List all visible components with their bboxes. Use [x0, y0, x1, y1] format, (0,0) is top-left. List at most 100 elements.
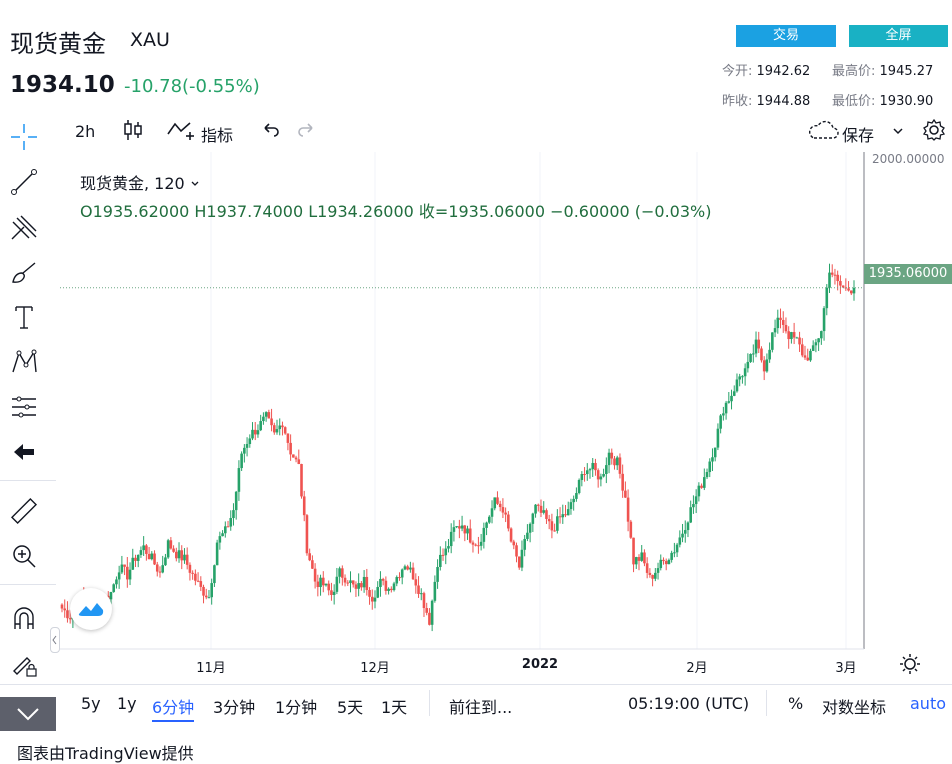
trend-line-icon[interactable]: [7, 165, 41, 199]
interval-selector[interactable]: 2h: [75, 122, 96, 141]
candle-body: [523, 538, 526, 550]
legend-chevron-icon: [191, 181, 199, 186]
stat-prev-close-label: 昨收:: [722, 94, 753, 109]
ruler-icon[interactable]: [7, 494, 41, 528]
candle-body: [248, 438, 252, 445]
range-6min[interactable]: 6分钟: [152, 694, 195, 722]
undo-icon[interactable]: [261, 120, 281, 144]
crosshair-icon[interactable]: [7, 120, 41, 154]
candle-body: [509, 528, 513, 542]
scale-divider: [766, 690, 767, 716]
chevron-down-icon[interactable]: [892, 122, 904, 141]
candle-body: [517, 556, 521, 568]
candle-body: [281, 425, 284, 428]
candle-body: [847, 288, 850, 291]
candle-body: [594, 462, 597, 471]
candle-body: [251, 429, 254, 439]
pattern-icon[interactable]: [7, 345, 41, 379]
text-tool-icon[interactable]: [7, 300, 41, 334]
trade-button[interactable]: 交易: [736, 25, 836, 47]
candle-body: [599, 476, 603, 480]
range-5d[interactable]: 5天: [337, 698, 364, 717]
candle-body: [757, 339, 761, 349]
candle-body: [376, 586, 380, 598]
candle-body: [643, 552, 646, 564]
candle-body: [126, 566, 129, 580]
candle-body: [444, 548, 448, 556]
candle-body: [150, 553, 154, 560]
arrow-left-icon[interactable]: [7, 435, 41, 469]
range-1d[interactable]: 1天: [381, 698, 408, 717]
brush-icon[interactable]: [7, 255, 41, 289]
candle-body: [485, 522, 488, 528]
candle-body: [528, 523, 532, 533]
stat-low-label: 最低价:: [832, 94, 876, 109]
candle-body: [686, 522, 690, 531]
candle-body: [626, 497, 630, 522]
candle-body: [158, 571, 162, 573]
range-3min[interactable]: 3分钟: [213, 698, 256, 717]
x-tick-label: 2022: [521, 657, 559, 672]
pitchfork-icon[interactable]: [7, 210, 41, 244]
range-1y[interactable]: 1y: [117, 694, 137, 713]
candle-body: [390, 588, 393, 591]
candle-body: [172, 548, 175, 552]
series-title: 现货黄金, 120: [80, 174, 185, 193]
tradingview-logo[interactable]: [70, 588, 112, 630]
indicators-button[interactable]: 指标: [201, 126, 234, 145]
candle-body: [430, 600, 434, 625]
candle-body: [727, 401, 731, 403]
candle-body: [746, 361, 750, 369]
price-chart[interactable]: [60, 152, 952, 682]
lock-drawing-icon[interactable]: [7, 647, 41, 681]
log-scale-toggle[interactable]: 对数坐标: [822, 698, 887, 717]
settings-gear-icon[interactable]: [922, 118, 946, 146]
stat-prev-close: 昨收: 1944.88: [722, 90, 810, 109]
candle-body: [694, 496, 698, 505]
hide-toolbar-button[interactable]: [0, 697, 56, 731]
cloud-save-icon[interactable]: [806, 120, 840, 146]
series-legend-title[interactable]: 现货黄金, 120: [80, 170, 200, 194]
goto-date-button[interactable]: 前往到...: [449, 698, 513, 717]
utc-time-label[interactable]: 05:19:00 (UTC): [628, 694, 750, 713]
zoom-in-icon[interactable]: [7, 539, 41, 573]
candle-body: [327, 583, 331, 591]
candle-body: [493, 497, 497, 509]
candle-body: [204, 595, 208, 598]
candle-body: [275, 429, 279, 433]
candle-body: [166, 540, 170, 558]
candle-body: [520, 549, 524, 568]
stat-high: 最高价: 1945.27: [832, 60, 933, 79]
time-axis-settings-icon[interactable]: [898, 652, 922, 680]
fullscreen-button[interactable]: 全屏: [849, 25, 948, 47]
candle-body: [708, 461, 712, 473]
magnet-icon[interactable]: [7, 602, 41, 636]
candle-body: [564, 514, 567, 516]
candle-body: [267, 412, 271, 419]
indicators-icon[interactable]: [166, 118, 196, 146]
candle-body: [477, 545, 480, 547]
candle-body: [724, 402, 728, 414]
redo-icon[interactable]: [296, 120, 316, 144]
candle-body: [259, 421, 262, 431]
candle-body: [289, 442, 292, 455]
measure-lines-icon[interactable]: [7, 390, 41, 424]
save-button[interactable]: 保存: [842, 126, 875, 145]
ohlc-values: O1935.62000 H1937.74000 L1934.26000 收=19…: [80, 202, 712, 221]
candle-body: [357, 583, 360, 589]
candle-style-icon[interactable]: [122, 118, 144, 146]
candle-body: [787, 331, 790, 340]
candle-body: [422, 593, 426, 609]
candle-body: [283, 427, 287, 434]
candle-body: [313, 568, 317, 582]
range-5y[interactable]: 5y: [81, 694, 101, 713]
auto-scale-toggle[interactable]: auto: [910, 694, 947, 713]
candle-body: [425, 608, 429, 613]
candle-body: [237, 468, 241, 492]
candle-body: [169, 540, 173, 549]
percent-scale-toggle[interactable]: %: [788, 694, 804, 713]
range-1min[interactable]: 1分钟: [275, 698, 318, 717]
candle-body: [223, 526, 227, 534]
collapse-sidebar-handle[interactable]: [50, 627, 60, 653]
candle-body: [409, 567, 412, 570]
